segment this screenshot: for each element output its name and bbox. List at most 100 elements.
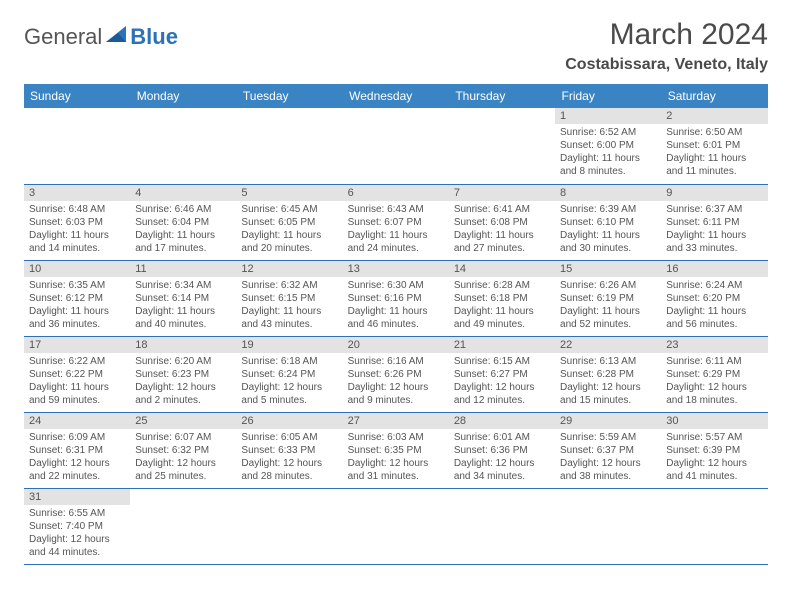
daylight-line: Daylight: 11 hours and 17 minutes.: [135, 229, 231, 255]
empty-cell: [449, 108, 555, 124]
day-details: Sunrise: 6:30 AMSunset: 6:16 PMDaylight:…: [343, 277, 449, 335]
calendar-cell: 31Sunrise: 6:55 AMSunset: 7:40 PMDayligh…: [24, 488, 130, 564]
calendar-cell: 21Sunrise: 6:15 AMSunset: 6:27 PMDayligh…: [449, 336, 555, 412]
day-details: Sunrise: 6:55 AMSunset: 7:40 PMDaylight:…: [24, 505, 130, 563]
sunrise-line: Sunrise: 6:30 AM: [348, 279, 444, 292]
sunset-line: Sunset: 6:24 PM: [241, 368, 337, 381]
day-details: Sunrise: 6:05 AMSunset: 6:33 PMDaylight:…: [236, 429, 342, 487]
daylight-line: Daylight: 12 hours and 28 minutes.: [241, 457, 337, 483]
day-number: 29: [555, 413, 661, 429]
sunrise-line: Sunrise: 6:01 AM: [454, 431, 550, 444]
sunset-line: Sunset: 6:08 PM: [454, 216, 550, 229]
day-number: 9: [661, 185, 767, 201]
sunset-line: Sunset: 6:11 PM: [666, 216, 762, 229]
day-details: Sunrise: 6:15 AMSunset: 6:27 PMDaylight:…: [449, 353, 555, 411]
sunset-line: Sunset: 6:12 PM: [29, 292, 125, 305]
page-title: March 2024: [565, 18, 768, 52]
sunset-line: Sunset: 6:29 PM: [666, 368, 762, 381]
day-number: 2: [661, 108, 767, 124]
sunrise-line: Sunrise: 6:18 AM: [241, 355, 337, 368]
daylight-line: Daylight: 11 hours and 59 minutes.: [29, 381, 125, 407]
sunset-line: Sunset: 6:18 PM: [454, 292, 550, 305]
day-details: Sunrise: 6:41 AMSunset: 6:08 PMDaylight:…: [449, 201, 555, 259]
day-details: Sunrise: 6:48 AMSunset: 6:03 PMDaylight:…: [24, 201, 130, 259]
day-header: Thursday: [449, 84, 555, 108]
daylight-line: Daylight: 12 hours and 22 minutes.: [29, 457, 125, 483]
day-number: 1: [555, 108, 661, 124]
logo: General Blue: [24, 18, 178, 50]
sunset-line: Sunset: 6:05 PM: [241, 216, 337, 229]
day-number: 13: [343, 261, 449, 277]
empty-cell: [555, 489, 661, 505]
sunrise-line: Sunrise: 6:15 AM: [454, 355, 550, 368]
day-details: Sunrise: 6:01 AMSunset: 6:36 PMDaylight:…: [449, 429, 555, 487]
sunset-line: Sunset: 6:36 PM: [454, 444, 550, 457]
calendar-cell: 14Sunrise: 6:28 AMSunset: 6:18 PMDayligh…: [449, 260, 555, 336]
day-header: Sunday: [24, 84, 130, 108]
day-number: 22: [555, 337, 661, 353]
sunrise-line: Sunrise: 6:52 AM: [560, 126, 656, 139]
daylight-line: Daylight: 11 hours and 33 minutes.: [666, 229, 762, 255]
sunrise-line: Sunrise: 5:59 AM: [560, 431, 656, 444]
header: General Blue March 2024 Costabissara, Ve…: [24, 18, 768, 74]
day-details: Sunrise: 6:37 AMSunset: 6:11 PMDaylight:…: [661, 201, 767, 259]
sunrise-line: Sunrise: 5:57 AM: [666, 431, 762, 444]
calendar-cell: [449, 108, 555, 184]
sunrise-line: Sunrise: 6:39 AM: [560, 203, 656, 216]
sunset-line: Sunset: 6:26 PM: [348, 368, 444, 381]
day-number: 11: [130, 261, 236, 277]
day-number: 28: [449, 413, 555, 429]
sunrise-line: Sunrise: 6:20 AM: [135, 355, 231, 368]
sunset-line: Sunset: 6:15 PM: [241, 292, 337, 305]
sunset-line: Sunset: 6:33 PM: [241, 444, 337, 457]
sunset-line: Sunset: 6:03 PM: [29, 216, 125, 229]
day-number: 27: [343, 413, 449, 429]
sunrise-line: Sunrise: 6:41 AM: [454, 203, 550, 216]
day-number: 23: [661, 337, 767, 353]
calendar-table: SundayMondayTuesdayWednesdayThursdayFrid…: [24, 84, 768, 565]
sunrise-line: Sunrise: 6:05 AM: [241, 431, 337, 444]
day-details: Sunrise: 6:18 AMSunset: 6:24 PMDaylight:…: [236, 353, 342, 411]
calendar-cell: 22Sunrise: 6:13 AMSunset: 6:28 PMDayligh…: [555, 336, 661, 412]
day-number: 5: [236, 185, 342, 201]
sunrise-line: Sunrise: 6:22 AM: [29, 355, 125, 368]
calendar-cell: 13Sunrise: 6:30 AMSunset: 6:16 PMDayligh…: [343, 260, 449, 336]
sunrise-line: Sunrise: 6:32 AM: [241, 279, 337, 292]
day-number: 21: [449, 337, 555, 353]
logo-text-general: General: [24, 24, 102, 50]
day-number: 20: [343, 337, 449, 353]
day-details: Sunrise: 6:28 AMSunset: 6:18 PMDaylight:…: [449, 277, 555, 335]
day-details: Sunrise: 6:52 AMSunset: 6:00 PMDaylight:…: [555, 124, 661, 182]
day-details: Sunrise: 6:20 AMSunset: 6:23 PMDaylight:…: [130, 353, 236, 411]
sunrise-line: Sunrise: 6:37 AM: [666, 203, 762, 216]
sunset-line: Sunset: 6:19 PM: [560, 292, 656, 305]
daylight-line: Daylight: 12 hours and 12 minutes.: [454, 381, 550, 407]
day-details: Sunrise: 6:22 AMSunset: 6:22 PMDaylight:…: [24, 353, 130, 411]
day-number: 17: [24, 337, 130, 353]
title-block: March 2024 Costabissara, Veneto, Italy: [565, 18, 768, 74]
day-details: Sunrise: 6:45 AMSunset: 6:05 PMDaylight:…: [236, 201, 342, 259]
empty-cell: [343, 489, 449, 505]
calendar-cell: 25Sunrise: 6:07 AMSunset: 6:32 PMDayligh…: [130, 412, 236, 488]
day-header: Saturday: [661, 84, 767, 108]
calendar-cell: [449, 488, 555, 564]
logo-text-blue: Blue: [130, 24, 178, 50]
daylight-line: Daylight: 12 hours and 25 minutes.: [135, 457, 231, 483]
daylight-line: Daylight: 11 hours and 30 minutes.: [560, 229, 656, 255]
sunrise-line: Sunrise: 6:46 AM: [135, 203, 231, 216]
day-number: 12: [236, 261, 342, 277]
sunset-line: Sunset: 6:04 PM: [135, 216, 231, 229]
calendar-cell: [24, 108, 130, 184]
calendar-cell: 26Sunrise: 6:05 AMSunset: 6:33 PMDayligh…: [236, 412, 342, 488]
sunrise-line: Sunrise: 6:11 AM: [666, 355, 762, 368]
sunrise-line: Sunrise: 6:13 AM: [560, 355, 656, 368]
calendar-cell: 30Sunrise: 5:57 AMSunset: 6:39 PMDayligh…: [661, 412, 767, 488]
sunset-line: Sunset: 6:07 PM: [348, 216, 444, 229]
sunrise-line: Sunrise: 6:45 AM: [241, 203, 337, 216]
daylight-line: Daylight: 12 hours and 34 minutes.: [454, 457, 550, 483]
sunset-line: Sunset: 6:37 PM: [560, 444, 656, 457]
calendar-cell: 29Sunrise: 5:59 AMSunset: 6:37 PMDayligh…: [555, 412, 661, 488]
calendar-cell: 18Sunrise: 6:20 AMSunset: 6:23 PMDayligh…: [130, 336, 236, 412]
sunrise-line: Sunrise: 6:26 AM: [560, 279, 656, 292]
calendar-cell: [661, 488, 767, 564]
